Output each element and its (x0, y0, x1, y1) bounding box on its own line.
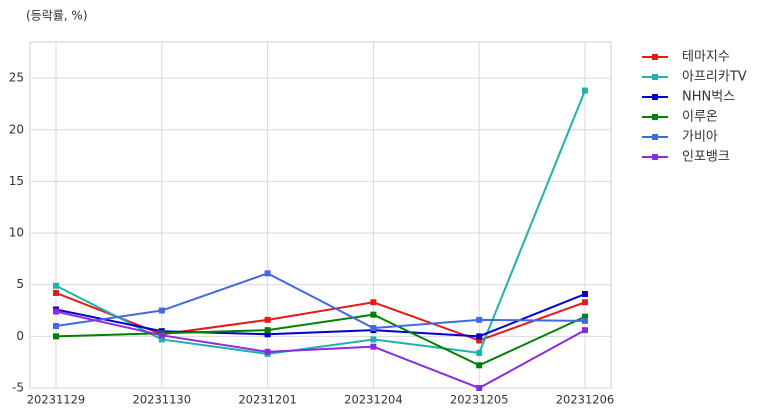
point (264, 316, 271, 323)
x-tick-label: 20231205 (450, 393, 509, 407)
point (158, 332, 165, 339)
point (370, 343, 377, 350)
legend-marker (652, 134, 658, 140)
series-line (55, 293, 586, 338)
point (53, 289, 59, 296)
point (370, 336, 377, 343)
y-tick-label: 25 (9, 71, 24, 85)
point (476, 362, 483, 369)
x-tick-label: 20231204 (344, 393, 403, 407)
legend-label: NHN벅스 (682, 90, 735, 105)
y-tick-label: -5 (12, 381, 24, 395)
x-tick-label: 20231201 (238, 393, 297, 407)
series-line (55, 310, 586, 390)
y-tick-label: 5 (16, 277, 24, 291)
legend-label: 가비아 (682, 130, 718, 145)
chart-title: (등락률, %) (26, 9, 88, 23)
legend-marker (652, 154, 658, 160)
point (158, 307, 165, 314)
point (582, 299, 588, 306)
point (53, 308, 59, 315)
point (158, 336, 165, 343)
point (476, 349, 483, 356)
series-line (55, 272, 586, 330)
point (53, 282, 59, 289)
legend-marker (652, 114, 658, 120)
point (582, 291, 588, 298)
point (53, 333, 59, 340)
point (370, 299, 377, 306)
point (264, 348, 271, 355)
point (582, 313, 588, 320)
point (582, 87, 588, 94)
y-tick-label: 0 (16, 329, 24, 343)
point (476, 333, 483, 340)
x-tick-label: 20231206 (556, 393, 615, 407)
legend-label: 이루온 (682, 110, 718, 125)
legend-marker (652, 94, 658, 100)
y-tick-label: 20 (9, 122, 24, 136)
series-line (55, 313, 586, 367)
point (476, 337, 483, 344)
x-tick-label: 20231130 (133, 393, 192, 407)
point (264, 331, 271, 338)
point (476, 385, 483, 391)
legend-marker (652, 54, 658, 60)
point (264, 327, 271, 334)
legend-label: 테마지수 (682, 50, 730, 65)
legend-label: 아프리카TV (682, 70, 747, 85)
point (264, 270, 271, 277)
y-tick-label: 15 (9, 174, 24, 188)
legend-label: 인포뱅크 (682, 150, 730, 165)
x-tick-label: 20231129 (27, 393, 86, 407)
legend-marker (652, 74, 658, 80)
point (53, 323, 59, 330)
point (476, 316, 483, 323)
point (582, 317, 588, 324)
point (582, 327, 588, 334)
y-tick-label: 10 (9, 226, 24, 240)
point (370, 325, 377, 332)
point (370, 311, 377, 318)
